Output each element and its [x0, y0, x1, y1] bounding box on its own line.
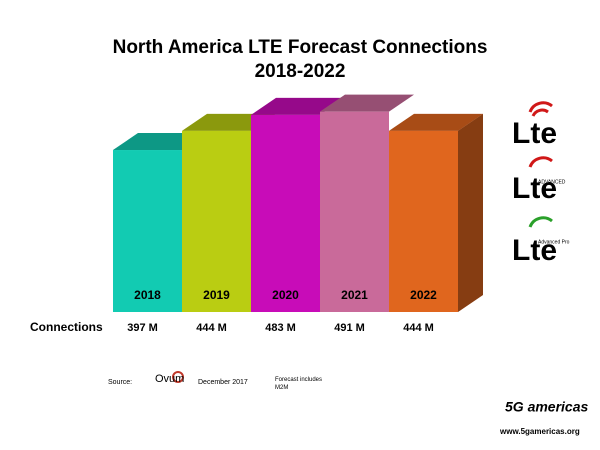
bar [251, 114, 320, 312]
category-label: 2022 [410, 288, 437, 302]
lte-text: Lte [512, 234, 557, 267]
website: www.5gamericas.org [499, 427, 580, 436]
source-note: Forecast includes M2M [275, 377, 323, 391]
bar-top [320, 94, 414, 112]
advanced-pro-text: Advanced Pro [538, 239, 570, 245]
chart-subtitle: 2018-2022 [255, 61, 346, 82]
source-note-box: Forecast includes M2M [275, 377, 323, 391]
row-label: Connections [30, 320, 103, 334]
category-label: 2018 [134, 288, 161, 302]
ovum-mark [172, 371, 184, 383]
bar [320, 111, 389, 312]
lte-text: Lte [512, 172, 557, 205]
bar-side [458, 113, 483, 313]
lte-logo: Lte Lte ADVANCED Lte Advanced Pro [512, 101, 570, 267]
bar-top-shade [320, 94, 414, 112]
lte-text: Lte [512, 117, 557, 150]
bar-top-shade [389, 113, 483, 131]
category-label: 2021 [341, 288, 368, 302]
advanced-text: ADVANCED [538, 179, 566, 185]
source-label: Source: [108, 379, 132, 386]
category-label: 2019 [203, 288, 230, 302]
value-label: 491 M [334, 322, 365, 334]
bars: 2018 397 M 2019 444 M 2020 483 M 2021 491 M 2022… [113, 94, 483, 334]
chart-title: North America LTE Forecast Connections [113, 37, 488, 58]
value-label: 444 M [196, 322, 227, 334]
source-date: December 2017 [198, 379, 248, 386]
bar-top [389, 113, 483, 131]
value-label: 483 M [265, 322, 296, 334]
bar [182, 130, 251, 312]
value-label: 444 M [403, 322, 434, 334]
value-label: 397 M [127, 322, 158, 334]
brand-text: 5G americas [505, 399, 588, 415]
source-name: Ovum [155, 373, 184, 385]
bar [389, 130, 458, 312]
bar [113, 150, 182, 312]
bar-side-shade [458, 113, 483, 313]
category-label: 2020 [272, 288, 299, 302]
